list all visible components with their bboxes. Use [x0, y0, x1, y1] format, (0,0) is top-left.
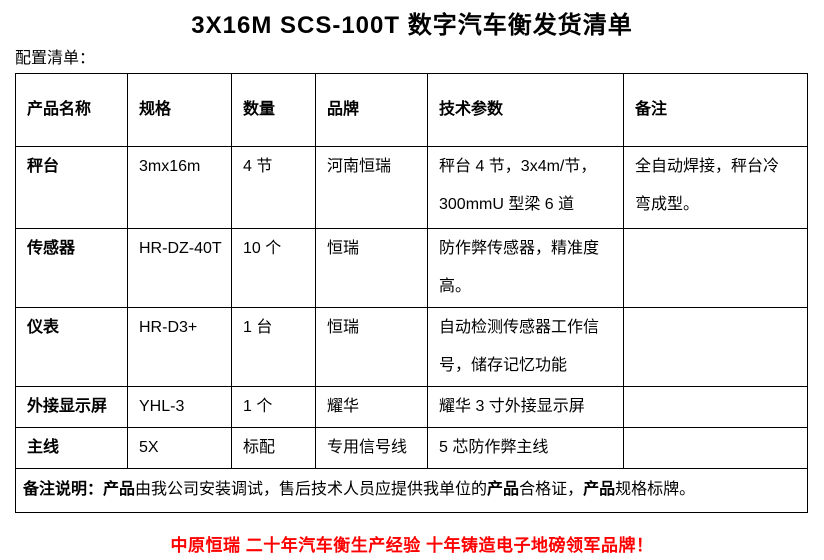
- remark-segment: 由我公司安装调试，售后技术人员应提供我单位的: [135, 481, 488, 498]
- cell-brand: 专用信号线: [315, 427, 428, 469]
- cell-note: [623, 307, 808, 387]
- remark-segment: 产品: [103, 481, 136, 498]
- shipping-list-table: 产品名称 规格 数量 品牌 技术参数 备注 秤台 3mx16m 4 节河南恒瑞 秤台 4 节，3…: [15, 73, 808, 513]
- config-list-label: 配置清单：: [15, 50, 96, 67]
- cell-tech-params: 自动检测传感器工作信 号，储存记忆功能: [427, 307, 624, 387]
- table-header-row: 产品名称 规格 数量 品牌 技术参数 备注: [15, 73, 808, 147]
- cell-product-name: 秤台: [15, 146, 128, 229]
- cell-note: [623, 386, 808, 428]
- cell-quantity: 1 台: [231, 307, 316, 387]
- cell-quantity: 4 节: [231, 146, 316, 229]
- cell-note: 全自动焊接，秤台冷 弯成型。: [623, 146, 808, 229]
- table-row: 秤台 3mx16m 4 节河南恒瑞 秤台 4 节，3x4m/节， 300mmU 型梁 …: [15, 146, 808, 229]
- cell-quantity: 标配: [231, 427, 316, 469]
- column-header-tech-params: 技术参数: [427, 73, 624, 147]
- column-header-quantity: 数量: [231, 73, 316, 147]
- cell-note: [623, 228, 808, 308]
- cell-spec: 5X: [127, 427, 232, 469]
- footer-slogan: 中原恒瑞 二十年汽车衡生产经验 十年铸造电子地磅领军品牌！: [170, 536, 654, 555]
- cell-product-name: 主线: [15, 427, 128, 469]
- cell-product-name: 仪表: [15, 307, 128, 387]
- cell-brand: 恒瑞: [315, 307, 428, 387]
- cell-brand: 恒瑞: [315, 228, 428, 308]
- cell-tech-params: 防作弊传感器，精准度 高。: [427, 228, 624, 308]
- remark-segment: 备注说明：: [23, 481, 104, 498]
- cell-spec: HR-DZ-40T: [127, 228, 232, 308]
- document-page: 3X16M SCS-100T 数字汽车衡发货清单 配置清单： 产品名称 规格 数量品…: [0, 10, 824, 560]
- column-header-brand: 品牌: [315, 73, 428, 147]
- cell-product-name: 外接显示屏: [15, 386, 128, 428]
- cell-quantity: 1 个: [231, 386, 316, 428]
- cell-note: [623, 427, 808, 469]
- remark-segment: 产品: [487, 481, 520, 498]
- cell-tech-params: 5 芯防作弊主线: [427, 427, 624, 469]
- table-row: 传感器 HR-DZ-40T 10 个恒瑞 防作弊传感器，精准度 高。: [15, 228, 808, 308]
- column-header-product-name: 产品名称: [15, 73, 128, 147]
- cell-brand: 耀华: [315, 386, 428, 428]
- cell-tech-params: 秤台 4 节，3x4m/节， 300mmU 型梁 6 道: [427, 146, 624, 229]
- remark-segment: 合格证，: [519, 481, 584, 498]
- remark-segment: 产品: [583, 481, 616, 498]
- table-row: 仪表 HR-D3+ 1 台恒瑞 自动检测传感器工作信 号，储存记忆功能: [15, 307, 808, 387]
- remark-segment: 规格标牌。: [615, 481, 696, 498]
- cell-brand: 河南恒瑞: [315, 146, 428, 229]
- remark-row: 备注说明：产品由我公司安装调试，售后技术人员应提供我单位的产品合格证，产品规格标…: [15, 468, 808, 513]
- cell-spec: 3mx16m: [127, 146, 232, 229]
- cell-product-name: 传感器: [15, 228, 128, 308]
- column-header-note: 备注: [623, 73, 808, 147]
- table-row: 主线 5X 标配 专用信号线 5 芯防作弊主线: [15, 427, 808, 469]
- table-row: 外接显示屏 YHL-3 1 个耀华 耀华 3 寸外接显示屏: [15, 386, 808, 428]
- column-header-spec: 规格: [127, 73, 232, 147]
- cell-tech-params: 耀华 3 寸外接显示屏: [427, 386, 624, 428]
- remark-cell: 备注说明：产品由我公司安装调试，售后技术人员应提供我单位的产品合格证，产品规格标…: [15, 468, 808, 513]
- cell-spec: HR-D3+: [127, 307, 232, 387]
- cell-quantity: 10 个: [231, 228, 316, 308]
- document-title: 3X16M SCS-100T 数字汽车衡发货清单: [191, 12, 633, 39]
- table-body: 秤台 3mx16m 4 节河南恒瑞 秤台 4 节，3x4m/节， 300mmU 型梁 …: [15, 146, 808, 513]
- cell-spec: YHL-3: [127, 386, 232, 428]
